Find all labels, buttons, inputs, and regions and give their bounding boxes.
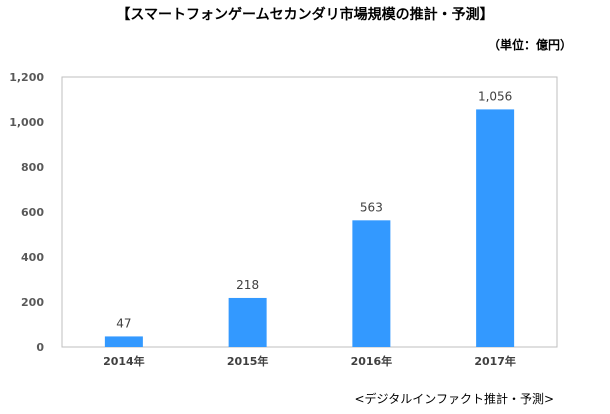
bar-value-label: 1,056 [478, 89, 512, 103]
y-tick-label: 200 [21, 296, 44, 309]
y-tick-label: 800 [21, 161, 44, 174]
x-category-label: 2014年 [103, 354, 145, 368]
x-category-label: 2017年 [474, 354, 516, 368]
y-tick-label: 0 [36, 341, 44, 354]
y-tick-label: 1,200 [9, 71, 44, 84]
unit-label: （単位：億円） [487, 38, 572, 52]
bar-value-label: 218 [236, 278, 259, 292]
chart-title: 【スマートフォンゲームセカンダリ市場規模の推計・予測】 [116, 7, 494, 23]
bar-2015年 [228, 297, 267, 347]
bar-2016年 [352, 220, 391, 347]
plot-frame [61, 76, 558, 348]
y-tick-label: 1,000 [9, 116, 44, 129]
bar-value-label: 563 [360, 200, 383, 214]
source-note: <デジタルインファクト推計・予測> [354, 392, 554, 406]
bar-2014年 [104, 336, 143, 347]
bar-value-label: 47 [116, 316, 131, 330]
x-category-label: 2016年 [351, 354, 393, 368]
x-category-label: 2015年 [227, 354, 269, 368]
y-tick-label: 600 [21, 206, 44, 219]
bar-2017年 [476, 109, 515, 348]
y-tick-label: 400 [21, 251, 44, 264]
